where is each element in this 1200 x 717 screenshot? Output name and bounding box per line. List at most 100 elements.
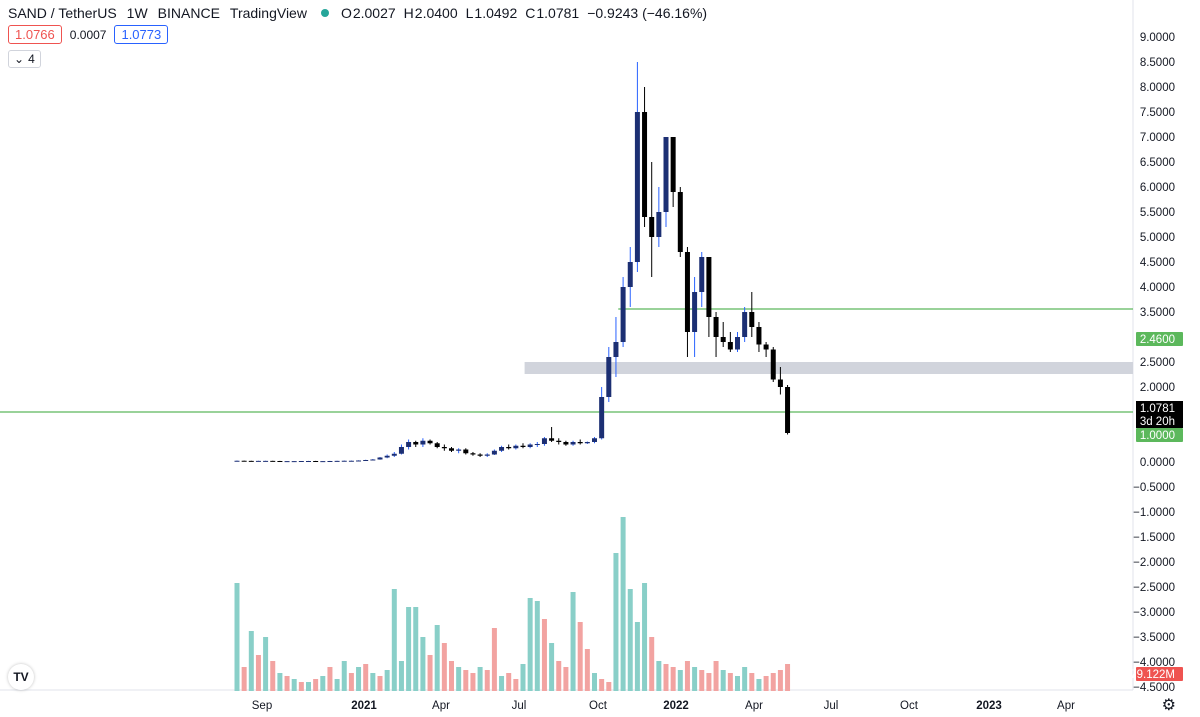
volume-bar [742, 667, 748, 691]
candle-body [348, 460, 354, 462]
candle-body [398, 447, 404, 454]
volume-bar [463, 670, 469, 691]
volume-bar [606, 682, 612, 691]
volume-bar [513, 679, 519, 691]
volume-bar [255, 655, 261, 691]
price-tick: −1.0000 [1133, 507, 1175, 519]
close-value: 1.0781 [536, 5, 580, 21]
level-high-label: 2.4600 [1140, 334, 1175, 346]
candle-body [670, 137, 676, 192]
candle-body [270, 460, 276, 462]
volume-bar [763, 676, 769, 691]
candle-body [334, 460, 340, 462]
volume-bar [577, 622, 583, 691]
volume-bar [241, 667, 247, 691]
price-tick: 4.5000 [1140, 257, 1175, 269]
price-tick: 8.0000 [1140, 82, 1175, 94]
price-tick: 3.5000 [1140, 307, 1175, 319]
candle-body [491, 450, 497, 455]
volume-bar [749, 673, 755, 691]
candle-body [234, 460, 240, 462]
volume-bar [320, 676, 326, 691]
price-tick: 7.0000 [1140, 132, 1175, 144]
candle-body [477, 454, 483, 456]
volume-bar [449, 661, 454, 691]
volume-bar [670, 667, 676, 691]
symbol-name[interactable]: SAND / TetherUS [8, 5, 117, 21]
volume-bar [713, 661, 719, 691]
symbol-header: SAND / TetherUS 1W BINANCE TradingView O… [8, 4, 715, 22]
spread-value: 0.0007 [69, 27, 107, 42]
volume-bar [477, 667, 483, 691]
volume-bar [348, 673, 354, 691]
candle-body [549, 438, 555, 441]
candle-body [391, 453, 397, 456]
volume-bar [491, 628, 497, 691]
price-tick: −4.5000 [1133, 682, 1175, 694]
volume-bar [663, 664, 669, 691]
candle-body [556, 440, 562, 442]
candle-body [727, 342, 733, 350]
candle-body [706, 257, 712, 317]
low-label: L [465, 5, 474, 21]
candle-body [570, 442, 576, 445]
candle-body [434, 443, 440, 447]
candle-body [534, 444, 540, 445]
volume-bar [627, 589, 633, 691]
volume-bar [599, 679, 605, 691]
time-tick: Jul [512, 700, 527, 712]
volume-bar [470, 673, 476, 691]
candle-body [541, 438, 547, 444]
volume-bar [413, 607, 419, 691]
candle-body [456, 449, 462, 451]
candle-body [763, 344, 769, 350]
volume-bar [506, 673, 512, 691]
candle-body [320, 461, 326, 463]
volume-bar [592, 673, 597, 691]
candle-body [742, 312, 748, 337]
level-low-label: 1.0000 [1140, 430, 1175, 442]
candle-body [499, 447, 505, 451]
volume-bar [434, 625, 440, 691]
time-tick: 2023 [976, 700, 1002, 712]
gear-icon[interactable]: ⚙ [1161, 697, 1176, 714]
sell-button[interactable]: 1.0766 [8, 25, 62, 44]
buy-button[interactable]: 1.0773 [114, 25, 169, 44]
price-tick: 9.0000 [1140, 32, 1175, 44]
candle-body [770, 349, 776, 380]
time-tick: Apr [1057, 700, 1075, 712]
candle-body [642, 112, 648, 217]
candle-body [384, 455, 390, 458]
volume-bar [234, 583, 240, 691]
price-tick: −4.0000 [1133, 657, 1175, 669]
volume-bar [327, 667, 333, 691]
volume-bar [263, 637, 269, 691]
candle-body [327, 461, 333, 462]
open-label: O [340, 5, 352, 21]
volume-bar [563, 667, 569, 691]
interval[interactable]: 1W [126, 5, 148, 21]
candle-body [677, 192, 683, 252]
candle-body [506, 447, 512, 449]
volume-bar [570, 592, 576, 691]
candle-body [284, 461, 290, 463]
price-tick: 7.5000 [1140, 107, 1175, 119]
volume-bar [277, 673, 283, 691]
volume-bar [727, 673, 733, 691]
volume-bar [441, 643, 447, 691]
candle-body [513, 445, 519, 449]
time-tick: 2021 [351, 700, 377, 712]
volume-bar [520, 664, 526, 691]
candle-body [692, 292, 698, 332]
candle-body [592, 438, 597, 442]
candle-body [406, 442, 412, 447]
close-label: C [525, 5, 536, 21]
volume-bar [499, 676, 505, 691]
volume-bar [427, 655, 433, 691]
last-price-label: 1.0781 [1140, 403, 1175, 415]
tradingview-logo-icon[interactable]: TV [8, 664, 34, 690]
volume-bar [684, 661, 690, 691]
indicators-toggle[interactable]: ⌄ 4 [8, 50, 41, 68]
candle-body [613, 342, 619, 357]
